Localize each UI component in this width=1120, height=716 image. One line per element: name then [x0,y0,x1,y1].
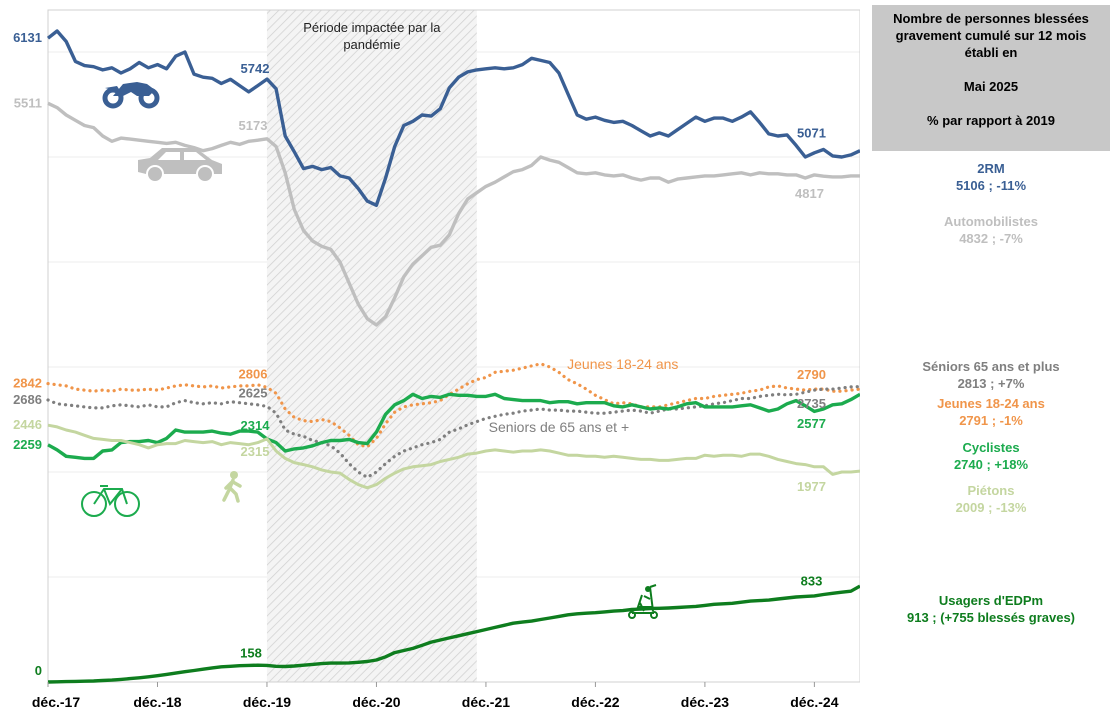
x-tick-label: déc.-20 [352,694,400,710]
info-box-date: Mai 2025 [963,79,1019,94]
legend-2rm-summary: 5106 ; -11% [955,178,1027,193]
inline-label-jeunes-18-24-ans: Jeunes 18-24 ans [567,356,678,372]
legend-automobilistes-name: Automobilistes [944,214,1038,229]
motorcycle-icon [102,82,160,109]
legend-cyclistes-summary: 2740 ; +18% [953,457,1029,472]
x-tick-label: déc.-21 [462,694,510,710]
data-label-pietons-24: 2315 [241,444,270,459]
chart-area: Période impactée par la pandémie 6131 574… [13,9,860,710]
series-lines [46,29,860,684]
legend-pietons-summary: 2009 ; -13% [955,500,1027,515]
data-label-usagers-d-edpm-0: 0 [35,663,42,678]
x-tick-label: déc.-23 [681,694,729,710]
legend-seniors: Séniors 65 ans et plus 2813 ; +7% [872,358,1110,392]
legend-edpm-summary: 913 ; (+755 blessés graves) [906,610,1076,625]
legend-jeunes-summary: 2791 ; -1% [959,413,1023,428]
series-line-jeunes-18-24-ans [46,362,860,449]
legend-2rm-name: 2RM [977,161,1005,176]
data-labels: 6131 5742 5071 5511 5173 4817 2842 2806 2790 2686… [13,30,826,678]
data-label-automobilistes-24: 5173 [239,118,268,133]
legend-edpm-name: Usagers d'EDPm [938,593,1044,608]
series-line-cyclistes [47,392,860,461]
legend-jeunes-name: Jeunes 18-24 ans [937,396,1045,411]
data-label-jeunes-18-24-ans-85: 2790 [797,367,826,382]
data-label-seniors-65-ans-et-plus-24: 2625 [239,385,268,400]
series-line-automobilistes [47,101,860,327]
info-box-title: Nombre de personnes blessées gravement c… [893,11,1089,60]
data-label-pietons-85: 1977 [797,479,826,494]
legend-automobilistes-summary: 4832 ; -7% [959,231,1023,246]
data-label-seniors-65-ans-et-plus-85: 2735 [797,396,826,411]
pandemic-shaded-period [266,10,477,682]
series-line-seniors-65-ans-et-plus [46,385,860,479]
inline-label-seniors-65-ans-et-plus: Seniors de 65 ans et + [489,419,630,435]
legend-pietons: Piétons 2009 ; -13% [872,482,1110,516]
series-line-pietons [47,423,860,490]
data-label-cyclistes-24: 2314 [241,418,271,433]
legend-jeunes: Jeunes 18-24 ans 2791 ; -1% [872,395,1110,429]
legend-cyclistes: Cyclistes 2740 ; +18% [872,439,1110,473]
info-box: Nombre de personnes blessées gravement c… [872,5,1110,151]
x-tick-label: déc.-19 [243,694,291,710]
series-line-usagers-d-edpm [47,584,860,684]
data-label-pietons-0: 2446 [13,417,42,432]
x-tick-label: déc.-24 [790,694,838,710]
legend-cyclistes-name: Cyclistes [962,440,1020,455]
info-box-comparison: % par rapport à 2019 [927,113,1055,128]
x-tick-label: déc.-17 [32,694,80,710]
legend-seniors-name: Séniors 65 ans et plus [922,359,1060,374]
data-label-2rm-0: 6131 [13,30,42,45]
bicycle-icon [81,485,140,517]
legend-pietons-name: Piétons [967,483,1015,498]
data-label-jeunes-18-24-ans-0: 2842 [13,376,42,391]
legend-2rm: 2RM 5106 ; -11% [872,160,1110,194]
pedestrian-icon [222,471,242,503]
data-label-usagers-d-edpm-85: 833 [801,574,823,589]
data-label-jeunes-18-24-ans-24: 2806 [239,366,268,381]
x-tick-label: déc.-18 [133,694,181,710]
legend-automobilistes: Automobilistes 4832 ; -7% [872,213,1110,247]
legend-edpm: Usagers d'EDPm 913 ; (+755 blessés grave… [872,592,1110,626]
plot-frame [47,9,860,683]
data-label-2rm-24: 5742 [241,61,270,76]
x-tick-label: déc.-22 [571,694,619,710]
data-label-2rm-85: 5071 [797,126,826,141]
pandemic-label-line1: Période impactée par la [303,20,441,35]
scooter-icon [628,584,658,619]
data-label-seniors-65-ans-et-plus-0: 2686 [13,392,42,407]
car-icon [138,148,222,181]
legend-seniors-summary: 2813 ; +7% [957,376,1025,391]
data-label-automobilistes-85: 4817 [795,186,824,201]
data-label-cyclistes-85: 2577 [797,416,826,431]
x-axis: déc.-17 déc.-18 déc.-19 déc.-20 déc.-21 déc.-… [32,682,839,710]
data-label-automobilistes-0: 5511 [14,95,42,110]
series-line-2rm [46,29,860,208]
data-label-cyclistes-0: 2259 [13,437,42,452]
data-label-usagers-d-edpm-24: 158 [240,645,262,660]
pandemic-label-line2: pandémie [343,37,400,52]
